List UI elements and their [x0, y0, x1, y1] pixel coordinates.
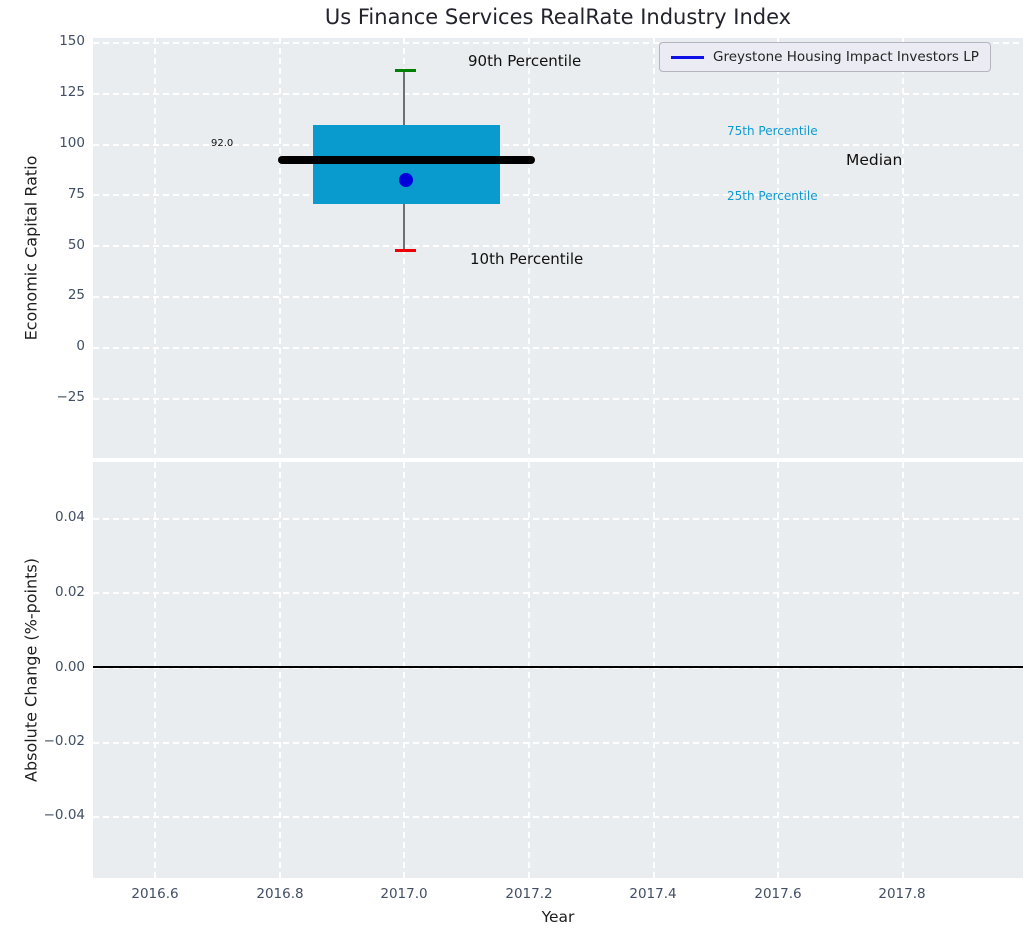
gridline — [93, 667, 1023, 669]
p25-annotation: 25th Percentile — [727, 189, 818, 203]
gridline — [777, 462, 779, 878]
top-subplot: 92.0 90th Percentile 10th Percentile 75t… — [93, 38, 1023, 458]
gridline — [653, 38, 655, 458]
gridline — [528, 462, 530, 878]
xtick-label: 2017.8 — [878, 886, 926, 902]
company-value-marker — [399, 173, 413, 187]
gridline — [93, 816, 1023, 818]
gridline — [902, 38, 904, 458]
gridline — [777, 38, 779, 458]
gridline — [279, 38, 281, 458]
ytick-label: 50 — [67, 237, 85, 253]
legend: Greystone Housing Impact Investors LP — [659, 42, 991, 72]
ytick-label: −0.04 — [43, 807, 85, 823]
series-line-icon — [671, 55, 704, 59]
gridline — [93, 194, 1023, 196]
ytick-label: 0.00 — [54, 659, 85, 675]
ytick-label: 75 — [67, 186, 85, 202]
xtick-label: 2016.6 — [131, 886, 179, 902]
ytick-label: 125 — [59, 84, 85, 100]
gridline — [653, 462, 655, 878]
gridline — [93, 742, 1023, 744]
p90-annotation: 90th Percentile — [468, 52, 582, 70]
gridline — [154, 38, 156, 458]
gridline — [154, 462, 156, 878]
ytick-label: 100 — [59, 135, 85, 151]
ytick-label: 0.02 — [54, 584, 85, 600]
ytick-label: 0.04 — [54, 509, 85, 525]
median-value-label: 92.0 — [211, 138, 234, 149]
p10-annotation: 10th Percentile — [470, 250, 584, 268]
gridline — [902, 462, 904, 878]
gridline — [93, 518, 1023, 520]
gridline — [93, 93, 1023, 95]
gridline — [93, 296, 1023, 298]
x-axis-label: Year — [541, 908, 575, 926]
median-line — [278, 156, 535, 164]
bottom-y-axis-label: Absolute Change (%-points) — [21, 558, 41, 782]
chart-title: Us Finance Services RealRate Industry In… — [324, 5, 792, 29]
gridline — [279, 462, 281, 878]
legend-series-label: Greystone Housing Impact Investors LP — [713, 49, 979, 65]
gridline — [93, 42, 1023, 44]
gridline — [93, 144, 1023, 146]
ytick-label: 0 — [76, 338, 85, 354]
gridline — [403, 462, 405, 878]
xtick-label: 2017.6 — [754, 886, 802, 902]
gridline — [93, 592, 1023, 594]
gridline — [93, 398, 1023, 400]
top-y-axis-label: Economic Capital Ratio — [21, 155, 41, 341]
xtick-label: 2017.4 — [629, 886, 677, 902]
gridline — [93, 347, 1023, 349]
gridline — [528, 38, 530, 458]
zero-change-line — [93, 666, 1023, 668]
xtick-label: 2017.2 — [505, 886, 553, 902]
ytick-label: 25 — [67, 287, 85, 303]
median-annotation: Median — [846, 151, 903, 169]
iqr-box — [313, 125, 500, 204]
ytick-label: −25 — [56, 389, 86, 405]
ytick-label: −0.02 — [43, 733, 85, 749]
p90-cap-marker — [395, 69, 416, 72]
gridline — [93, 245, 1023, 247]
p10-cap-marker — [395, 249, 416, 252]
xtick-label: 2016.8 — [256, 886, 304, 902]
ytick-label: 150 — [59, 33, 85, 49]
bottom-subplot — [93, 462, 1023, 878]
p75-annotation: 75th Percentile — [727, 124, 818, 138]
xtick-label: 2017.0 — [380, 886, 428, 902]
